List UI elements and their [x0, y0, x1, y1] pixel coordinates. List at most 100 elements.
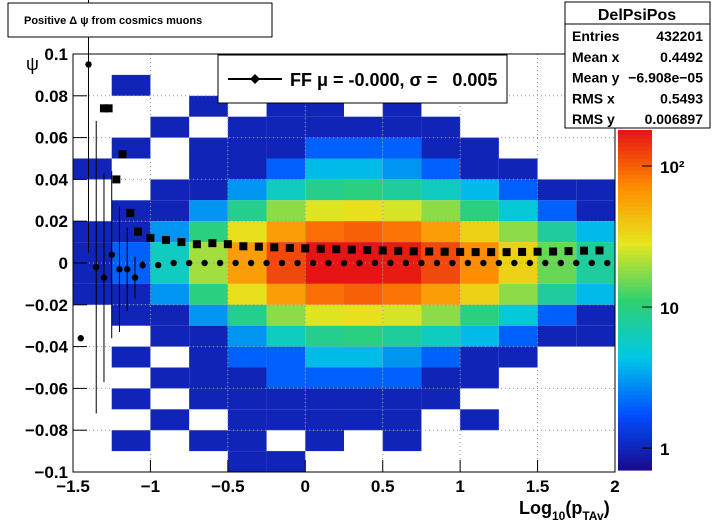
stats-value: 0.006897 — [645, 111, 704, 127]
heatmap-cell — [305, 200, 344, 222]
heatmap-cell — [344, 137, 383, 159]
circle-marker — [325, 259, 332, 267]
square-marker — [192, 240, 201, 249]
colorbar-step — [618, 414, 652, 419]
square-marker — [394, 246, 403, 255]
heatmap-cell — [305, 409, 344, 431]
colorbar-step — [618, 318, 652, 323]
colorbar-step — [618, 462, 652, 467]
circle-marker — [449, 259, 456, 267]
colorbar-step — [618, 262, 652, 267]
heatmap-cell — [227, 221, 267, 243]
heatmap-cell — [382, 179, 422, 201]
colorbar-step — [618, 458, 652, 463]
colorbar-step — [618, 370, 652, 375]
heatmap-cell — [460, 179, 499, 201]
square-marker — [440, 247, 449, 256]
colorbar-step — [618, 342, 652, 347]
stats-label: RMS x — [572, 90, 615, 106]
colorbar-step — [618, 390, 652, 395]
x-tick-label: −1.5 — [56, 477, 90, 496]
square-marker — [425, 247, 434, 256]
colorbar-step — [618, 182, 652, 187]
y-tick-label: 0.08 — [35, 87, 68, 106]
heatmap-cell — [382, 367, 422, 389]
circle-marker — [93, 263, 100, 271]
heatmap-cell — [266, 116, 306, 138]
y-tick-label: 0.06 — [35, 129, 68, 148]
circle-marker — [154, 261, 162, 269]
colorbar-step — [618, 214, 652, 219]
heatmap-cell — [111, 242, 151, 263]
legend-label: FF μ = -0.000, σ = 0.005 — [290, 70, 497, 90]
square-marker — [285, 243, 294, 252]
circle-marker — [402, 259, 410, 267]
circle-marker — [495, 259, 503, 267]
square-marker — [112, 175, 121, 184]
stats-title: DelPsiPos — [598, 7, 676, 24]
heatmap-cell — [382, 137, 422, 159]
y-tick-label: −0.02 — [25, 296, 68, 315]
heatmap-cell — [460, 221, 499, 243]
colorbar-tick-label: 1 — [660, 440, 669, 459]
heatmap-cell — [305, 263, 344, 284]
heatmap-cell — [305, 221, 344, 243]
heatmap-cell — [111, 388, 151, 410]
square-marker — [223, 240, 232, 249]
colorbar-step — [618, 202, 652, 207]
circle-marker — [573, 259, 580, 267]
x-tick-label: 1 — [455, 477, 464, 496]
colorbar-step — [618, 402, 652, 407]
heatmap-cell — [266, 409, 306, 431]
square-marker — [239, 242, 248, 251]
square-marker — [99, 104, 108, 113]
heatmap-cell — [460, 263, 499, 284]
colorbar-step — [618, 438, 652, 443]
square-marker — [134, 227, 143, 236]
circle-marker — [124, 266, 131, 273]
colorbar-step — [618, 290, 652, 295]
heatmap-cell — [227, 325, 267, 347]
heatmap-cell — [73, 221, 112, 243]
heatmap-cell — [305, 388, 344, 410]
colorbar-step — [618, 242, 652, 247]
stats-value: 0.5493 — [660, 90, 703, 106]
heatmap-cell — [73, 283, 112, 305]
y-tick-label: 0.04 — [35, 170, 69, 189]
colorbar-step — [618, 366, 652, 371]
heatmap-cell — [227, 179, 267, 201]
square-marker — [502, 248, 511, 257]
square-marker — [208, 239, 217, 248]
heatmap-cell — [150, 116, 190, 138]
heatmap-cell — [189, 283, 228, 305]
circle-marker — [309, 259, 317, 267]
heatmap-cell — [344, 304, 383, 326]
colorbar-step — [618, 354, 652, 359]
square-marker — [126, 208, 135, 217]
colorbar-step — [618, 398, 652, 403]
colorbar-step — [618, 298, 652, 303]
circle-marker — [232, 259, 239, 267]
heatmap-cell — [305, 137, 344, 159]
circle-marker — [340, 259, 348, 267]
heatmap-cell — [344, 367, 383, 389]
heatmap-cell — [421, 325, 461, 347]
colorbar-step — [618, 166, 652, 171]
colorbar-tick-label: 10² — [660, 158, 685, 177]
circle-marker — [542, 259, 549, 267]
circle-marker — [588, 259, 595, 267]
heatmap-cell — [344, 200, 383, 222]
colorbar-step — [618, 346, 652, 351]
heatmap-cell — [382, 325, 422, 347]
heatmap-cell — [421, 283, 461, 305]
colorbar-step — [618, 450, 652, 455]
heatmap-cell — [382, 116, 422, 138]
colorbar-step — [618, 310, 652, 315]
x-tick-label: −1 — [141, 477, 160, 496]
heatmap-cell — [382, 388, 422, 410]
heatmap-cell — [305, 158, 344, 180]
square-marker — [487, 248, 496, 257]
heatmap-cell — [460, 304, 499, 326]
heatmap-cell — [537, 263, 577, 284]
legend-marker — [250, 74, 260, 84]
